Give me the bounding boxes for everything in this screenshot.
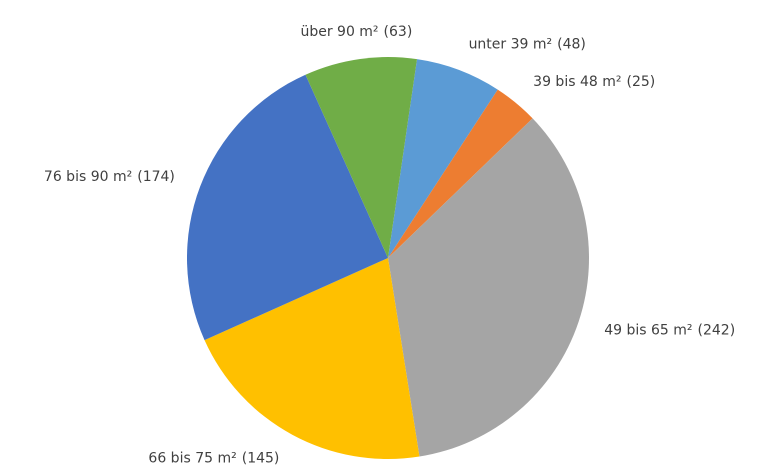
category-label: unter 39 m² (469, 37, 553, 53)
value-label: (242) (698, 322, 736, 338)
pie-slice (305, 57, 418, 258)
category-label: 76 bis 90 m² (44, 169, 132, 185)
pie-slice (388, 59, 498, 258)
slice-label: 49 bis 65 m² (242) (604, 322, 735, 338)
category-label: 66 bis 75 m² (148, 450, 236, 465)
slice-label: 39 bis 48 m² (25) (533, 74, 655, 90)
slice-label: 76 bis 90 m² (174) (44, 169, 175, 185)
pie-slice (204, 258, 420, 459)
slice-label: 66 bis 75 m² (145) (148, 450, 279, 465)
value-label: (63) (384, 24, 413, 40)
value-label: (48) (557, 37, 586, 53)
value-label: (145) (242, 450, 280, 465)
category-label: über 90 m² (300, 24, 378, 40)
pie-slice (186, 74, 388, 341)
category-label: 39 bis 48 m² (533, 74, 621, 90)
pie-slice (388, 89, 533, 258)
category-label: 49 bis 65 m² (604, 322, 692, 338)
pie-slice (388, 118, 589, 457)
slice-label: unter 39 m² (48) (469, 37, 586, 53)
value-label: (174) (137, 169, 175, 185)
value-label: (25) (626, 74, 655, 90)
slice-label: über 90 m² (63) (300, 24, 412, 40)
